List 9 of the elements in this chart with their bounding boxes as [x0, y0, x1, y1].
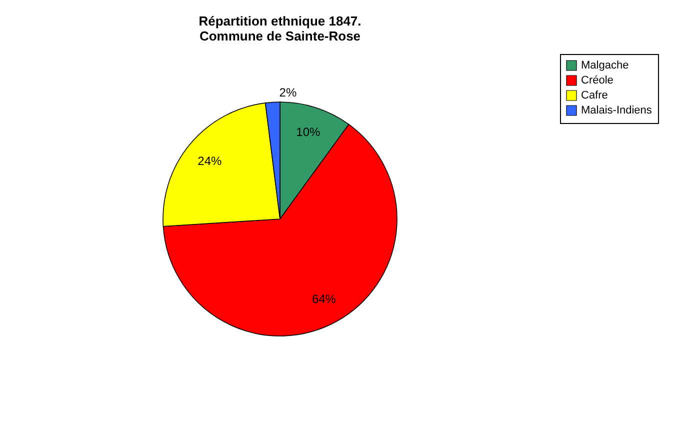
legend-label: Malgache	[581, 60, 629, 72]
legend-label: Cafre	[581, 90, 608, 102]
data-label: 2%	[279, 85, 297, 100]
data-label: 10%	[296, 125, 321, 140]
legend-label: Créole	[581, 74, 614, 86]
data-label: 64%	[312, 292, 336, 306]
chart-title: Répartition ethnique 1847. Commune de Sainte-Rose	[198, 14, 362, 44]
data-label: 24%	[198, 154, 222, 168]
legend-label: Malais-Indiens	[581, 104, 652, 116]
